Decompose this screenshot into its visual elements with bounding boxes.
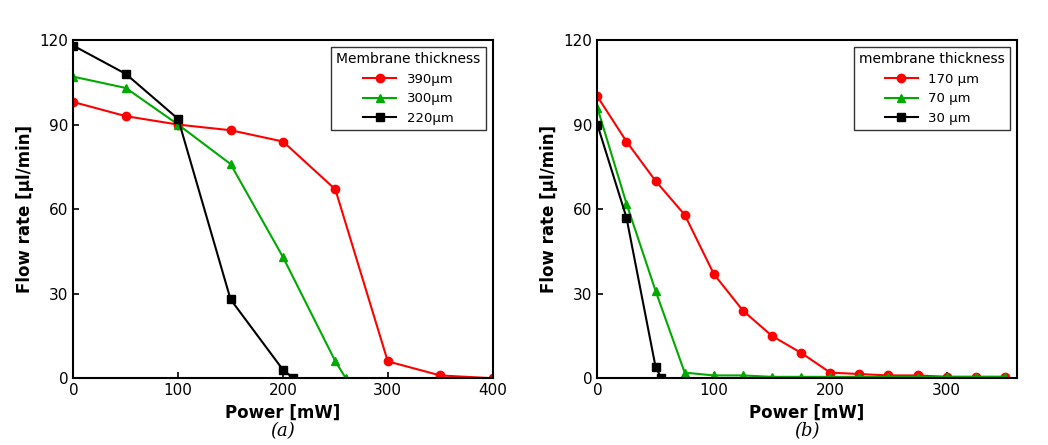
Y-axis label: Flow rate [μl/min]: Flow rate [μl/min]	[16, 125, 35, 293]
220μm	[287, 376, 300, 381]
300μm	[67, 74, 80, 79]
220μm	[119, 71, 132, 77]
70 μm	[940, 374, 953, 380]
300μm	[340, 376, 352, 381]
70 μm	[678, 370, 691, 375]
170 μm	[678, 212, 691, 218]
30 μm	[620, 215, 633, 220]
220μm	[224, 297, 237, 302]
390μm	[224, 128, 237, 133]
70 μm	[766, 374, 779, 380]
170 μm	[650, 178, 662, 184]
30 μm	[650, 364, 662, 370]
Line: 170 μm: 170 μm	[593, 92, 1009, 381]
Line: 390μm: 390μm	[69, 98, 497, 382]
170 μm	[882, 373, 895, 378]
170 μm	[940, 374, 953, 380]
390μm	[381, 359, 394, 364]
Line: 30 μm: 30 μm	[593, 121, 665, 382]
70 μm	[794, 374, 807, 380]
70 μm	[853, 374, 866, 380]
Y-axis label: Flow rate [μl/min]: Flow rate [μl/min]	[540, 125, 559, 293]
170 μm	[766, 333, 779, 339]
170 μm	[969, 374, 982, 380]
70 μm	[650, 288, 662, 294]
170 μm	[620, 139, 633, 144]
220μm	[172, 116, 184, 121]
Line: 220μm: 220μm	[69, 41, 298, 382]
220μm	[277, 367, 289, 372]
300μm	[277, 255, 289, 260]
Line: 300μm: 300μm	[69, 73, 350, 382]
170 μm	[999, 374, 1011, 380]
70 μm	[737, 373, 749, 378]
70 μm	[912, 374, 924, 380]
70 μm	[824, 374, 836, 380]
Text: (b): (b)	[794, 422, 820, 440]
70 μm	[969, 374, 982, 380]
300μm	[119, 85, 132, 91]
390μm	[119, 113, 132, 119]
Text: (a): (a)	[270, 422, 296, 440]
X-axis label: Power [mW]: Power [mW]	[225, 404, 341, 422]
390μm	[329, 187, 342, 192]
390μm	[434, 373, 446, 378]
170 μm	[824, 370, 836, 375]
70 μm	[999, 374, 1011, 380]
170 μm	[853, 371, 866, 376]
390μm	[172, 122, 184, 127]
70 μm	[707, 373, 720, 378]
70 μm	[882, 374, 895, 380]
170 μm	[794, 350, 807, 356]
170 μm	[912, 373, 924, 378]
300μm	[329, 359, 342, 364]
30 μm	[655, 376, 668, 381]
170 μm	[591, 94, 604, 99]
300μm	[172, 122, 184, 127]
Line: 70 μm: 70 μm	[593, 104, 1009, 381]
390μm	[486, 376, 499, 381]
390μm	[277, 139, 289, 144]
170 μm	[707, 271, 720, 277]
Legend: 170 μm, 70 μm, 30 μm: 170 μm, 70 μm, 30 μm	[854, 47, 1010, 130]
X-axis label: Power [mW]: Power [mW]	[749, 404, 865, 422]
Legend: 390μm, 300μm, 220μm: 390μm, 300μm, 220μm	[331, 47, 486, 130]
70 μm	[620, 201, 633, 206]
300μm	[224, 162, 237, 167]
220μm	[67, 43, 80, 49]
390μm	[67, 99, 80, 105]
170 μm	[737, 308, 749, 313]
30 μm	[591, 122, 604, 127]
70 μm	[591, 105, 604, 110]
